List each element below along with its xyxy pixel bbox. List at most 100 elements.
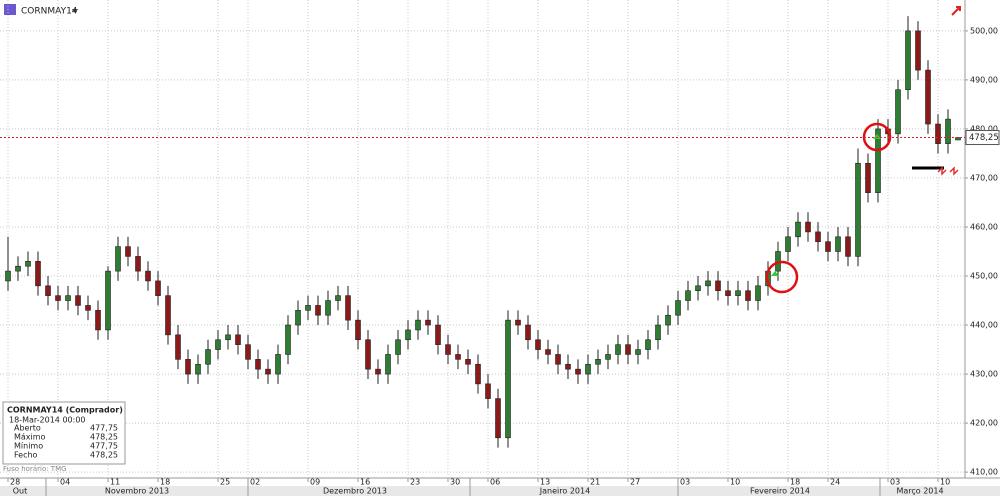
candle-body <box>225 334 231 341</box>
y-tick-label: 460,00 <box>970 222 998 231</box>
candle-body <box>935 123 941 144</box>
candle-body <box>375 368 381 375</box>
candle-body <box>405 329 411 341</box>
x-tick-label: 06 <box>490 478 500 487</box>
last-price-label: 478,25 <box>969 133 999 143</box>
candle-body <box>895 89 901 135</box>
candle-body <box>755 285 761 301</box>
candle-body <box>465 359 471 365</box>
candle-body <box>285 324 291 355</box>
x-tick-label: 02 <box>250 478 260 487</box>
candle-body <box>245 344 251 360</box>
candle-body <box>145 270 151 282</box>
month-label: Fevereiro 2014 <box>750 487 810 496</box>
candle-body <box>105 270 111 331</box>
candle-body <box>165 295 171 336</box>
candle-body <box>255 359 261 370</box>
y-tick-label: 500,00 <box>970 26 998 35</box>
candle-body <box>675 300 681 316</box>
candle-body <box>135 256 141 272</box>
candle-body <box>205 349 211 365</box>
info-frame <box>2 401 126 465</box>
candle-body <box>945 118 951 144</box>
candle-body <box>925 69 931 125</box>
info-title: CORNMAY14 (Comprador) <box>7 406 123 415</box>
candle-body <box>635 349 641 355</box>
info-label: Fecho <box>14 451 38 460</box>
x-tick-label: 24 <box>830 478 840 487</box>
x-tick-label: 09 <box>310 478 320 487</box>
candle-body <box>365 339 371 370</box>
candle-body <box>125 246 131 257</box>
info-box: CORNMAY14 (Comprador) 18-Mar-2014 00:00 … <box>2 401 126 465</box>
x-tick-label: 28 <box>10 478 20 487</box>
candle-body <box>615 344 621 355</box>
month-label: Dezembro 2013 <box>323 487 387 496</box>
candle-body <box>355 319 361 341</box>
signal-icon <box>873 134 881 139</box>
candle-body <box>175 334 181 360</box>
candle-body <box>915 30 921 71</box>
month-label: Out <box>13 487 28 496</box>
y-tick-label: 490,00 <box>970 75 998 84</box>
candle-body <box>565 363 571 370</box>
candle-body <box>295 310 301 326</box>
candle-body <box>655 324 661 341</box>
candle-body <box>645 339 651 350</box>
month-label: Março 2014 <box>896 487 943 496</box>
x-tick-label: 18 <box>160 478 170 487</box>
candle-body <box>525 324 531 341</box>
candle-body <box>715 280 721 292</box>
candle-body <box>475 363 481 385</box>
x-tick-label: 25 <box>220 478 230 487</box>
candle-body <box>275 354 281 375</box>
info-label: Mínimo <box>14 442 43 451</box>
candle-body <box>265 368 271 375</box>
trend-icon[interactable] <box>951 6 961 16</box>
candle-body <box>725 290 731 296</box>
candle-body <box>65 295 71 301</box>
candle-body <box>155 280 161 296</box>
x-tick-label: 10 <box>940 478 950 487</box>
candle-body <box>195 363 201 375</box>
y-tick-label: 430,00 <box>970 370 998 379</box>
dropdown-arrow[interactable] <box>72 9 78 13</box>
candle-body <box>595 359 601 365</box>
candle-body <box>835 236 841 252</box>
candle-body <box>435 324 441 345</box>
annotation-circle <box>765 260 799 294</box>
symbol-title: CORNMAY14 <box>21 7 78 17</box>
candle-body <box>665 314 671 326</box>
candle-body <box>735 290 741 296</box>
month-band <box>0 486 1000 496</box>
candle-body <box>95 310 101 331</box>
info-label: Máximo <box>14 433 46 442</box>
candle-body <box>555 354 561 365</box>
candle-body <box>785 236 791 252</box>
x-tick-label: 23 <box>410 478 420 487</box>
y-tick-label: 440,00 <box>970 321 998 330</box>
candle-body <box>695 285 701 292</box>
candle-body <box>535 339 541 350</box>
candle-body <box>485 383 491 399</box>
candle-body <box>585 363 591 375</box>
candle-body <box>385 354 391 375</box>
candle-body <box>855 162 861 257</box>
info-value: 477,75 <box>90 424 118 433</box>
signal-icon <box>937 166 959 176</box>
info-value: 478,25 <box>90 433 118 442</box>
candle-body <box>425 319 431 326</box>
candle-body <box>495 398 501 439</box>
candle-body <box>455 354 461 360</box>
candle-body <box>515 319 521 326</box>
symbol-icon <box>4 4 16 15</box>
x-tick-label: 21 <box>590 478 600 487</box>
info-value: 478,25 <box>90 451 118 460</box>
candle-body <box>845 236 851 257</box>
candle-body <box>505 319 511 439</box>
signal-icon <box>771 271 779 276</box>
candle-body <box>575 368 581 375</box>
x-tick-label: 13 <box>540 478 550 487</box>
month-label: Novembro 2013 <box>105 487 169 496</box>
